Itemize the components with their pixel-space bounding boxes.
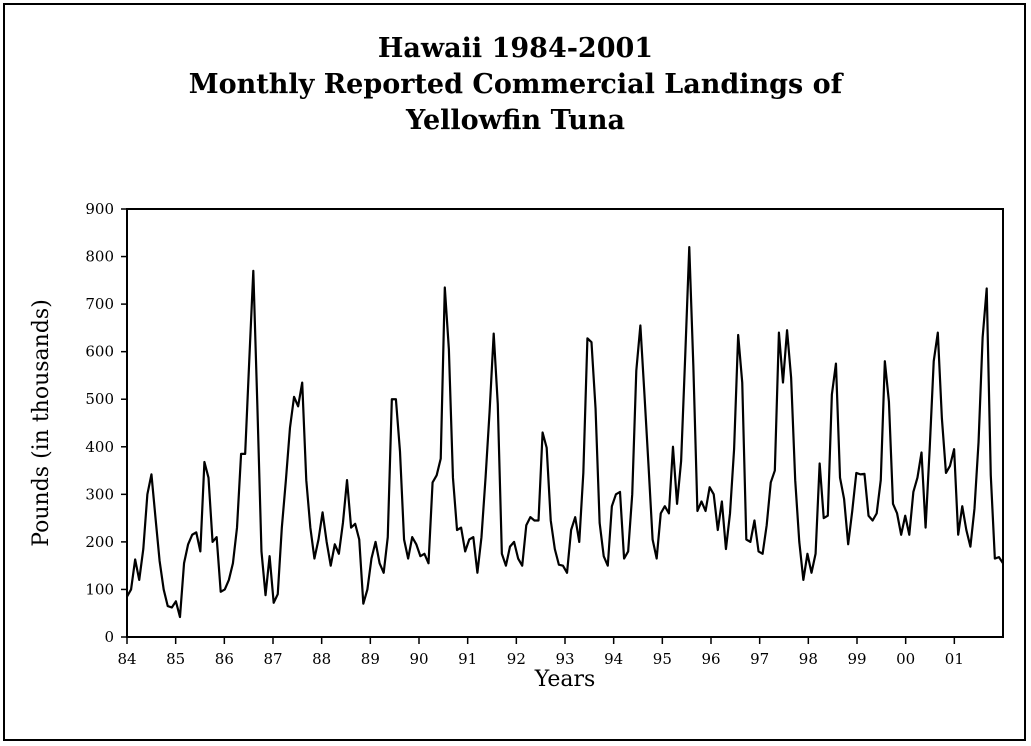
y-axis-title: Pounds (in thousands) xyxy=(29,299,54,547)
x-tick-label: 89 xyxy=(361,650,380,668)
x-tick-label: 95 xyxy=(653,650,672,668)
y-tick-label: 100 xyxy=(85,580,114,598)
x-tick-label: 97 xyxy=(750,650,769,668)
y-axis: 0 100 200 300 400 500 600 700 800 900 xyxy=(85,200,127,646)
y-tick-label: 400 xyxy=(85,438,114,456)
x-tick-label: 90 xyxy=(409,650,428,668)
x-tick-label: 91 xyxy=(458,650,477,668)
x-tick-label: 87 xyxy=(263,650,282,668)
x-axis-title: Years xyxy=(534,667,596,692)
x-tick-label: 01 xyxy=(945,650,964,668)
chart-title-line-2: Monthly Reported Commercial Landings of xyxy=(188,69,843,100)
x-tick-label: 84 xyxy=(117,650,136,668)
y-tick-label: 800 xyxy=(85,248,114,266)
y-tick-label: 300 xyxy=(85,485,114,503)
x-tick-label: 96 xyxy=(701,650,720,668)
x-tick-label: 93 xyxy=(555,650,574,668)
y-tick-label: 200 xyxy=(85,533,114,551)
x-tick-label: 92 xyxy=(507,650,526,668)
y-tick-label: 0 xyxy=(104,628,114,646)
x-axis: 84 85 86 87 88 89 90 91 92 93 94 95 96 97 98 99 00 01 xyxy=(117,637,964,668)
y-tick-label: 900 xyxy=(85,200,114,218)
x-tick-label: 94 xyxy=(604,650,623,668)
x-tick-label: 85 xyxy=(166,650,185,668)
y-tick-label: 500 xyxy=(85,390,114,408)
y-tick-label: 700 xyxy=(85,295,114,313)
y-tick-label: 600 xyxy=(85,343,114,361)
x-tick-label: 00 xyxy=(896,650,915,668)
x-tick-label: 88 xyxy=(312,650,331,668)
chart-title-line-1: Hawaii 1984-2001 xyxy=(377,33,654,64)
figure-border xyxy=(3,3,1026,741)
x-tick-label: 86 xyxy=(215,650,234,668)
x-tick-label: 99 xyxy=(847,650,866,668)
chart-title-line-3: Yellowfin Tuna xyxy=(406,105,625,136)
x-tick-label: 98 xyxy=(799,650,818,668)
chart-title: Hawaii 1984-2001 Monthly Reported Commer… xyxy=(0,31,1031,139)
series-line xyxy=(126,245,1004,619)
